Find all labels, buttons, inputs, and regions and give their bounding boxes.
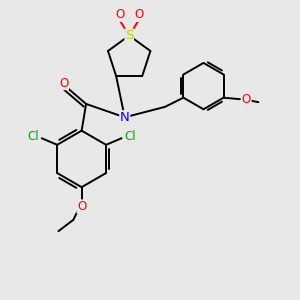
Text: O: O [115,8,124,21]
Text: O: O [134,8,143,21]
Text: N: N [120,111,130,124]
Text: O: O [59,76,68,90]
Text: S: S [125,29,134,42]
Text: O: O [242,93,251,106]
Text: Cl: Cl [28,130,39,143]
Text: O: O [77,200,86,213]
Text: Cl: Cl [124,130,136,143]
